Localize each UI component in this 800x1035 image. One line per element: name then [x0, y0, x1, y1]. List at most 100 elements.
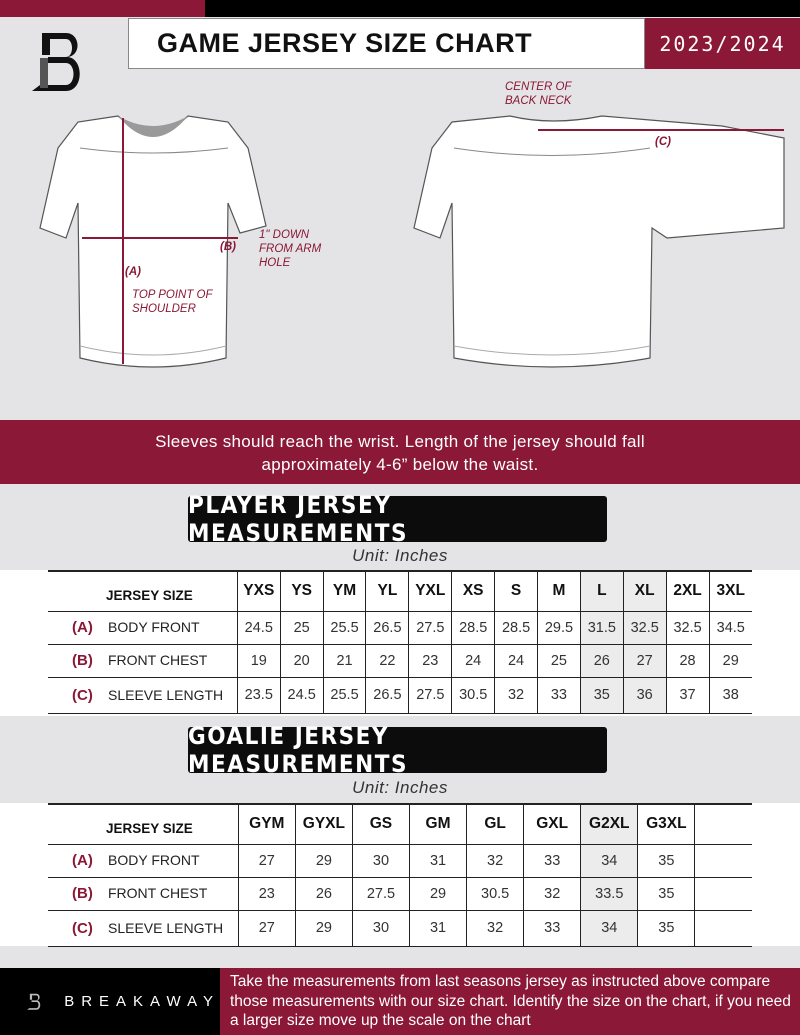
banner-line-1: Sleeves should reach the wrist. Length o…	[155, 432, 645, 451]
measurement-letter: (C)	[72, 919, 93, 937]
measurement-value: 32.5	[622, 611, 667, 644]
size-header-cell: M	[537, 571, 581, 611]
size-header-cell: G2XL	[580, 804, 638, 844]
size-header-cell: XL	[622, 571, 667, 611]
measurement-value: 27	[237, 910, 296, 946]
measurement-value: 32	[466, 910, 524, 946]
size-header-cell: L	[579, 571, 624, 611]
label-b: (B)	[220, 241, 236, 253]
measurement-value: 26	[579, 644, 624, 677]
measurement-label: (B) FRONT CHEST	[48, 644, 237, 677]
measurement-value: 32	[494, 677, 538, 713]
measurement-value: 27.5	[408, 611, 452, 644]
measurement-value: 34	[580, 910, 638, 946]
center-back-neck-note: CENTER OF BACK NECK	[505, 81, 572, 107]
size-header-cell: 2XL	[665, 571, 709, 611]
measurement-value: 28.5	[451, 611, 495, 644]
measurement-letter: (C)	[72, 686, 93, 704]
measurement-value: 27	[237, 844, 296, 877]
page-title: GAME JERSEY SIZE CHART	[128, 18, 645, 69]
measurement-name: SLEEVE LENGTH	[108, 919, 224, 936]
measurement-value: 23	[237, 877, 296, 910]
measurement-value: 34.5	[708, 611, 752, 644]
measurement-value: 27.5	[408, 677, 452, 713]
size-header-cell: S	[494, 571, 538, 611]
measurement-value: 19	[236, 644, 281, 677]
breakaway-logo	[32, 33, 80, 91]
measurement-value: 35	[637, 844, 695, 877]
measurement-value: 29	[294, 910, 353, 946]
size-header-cell: GYXL	[294, 804, 353, 844]
measurement-value: 26	[294, 877, 353, 910]
goalie-section-title: GOALIE JERSEY MEASUREMENTS	[188, 722, 607, 778]
measurement-label: (C) SLEEVE LENGTH	[48, 910, 238, 946]
measurement-label: (A) BODY FRONT	[48, 844, 238, 877]
measurement-value: 35	[579, 677, 624, 713]
measurement-value: 29	[294, 844, 353, 877]
measurement-value: 31	[408, 910, 467, 946]
player-section-title: PLAYER JERSEY MEASUREMENTS	[188, 491, 607, 547]
label-c: (C)	[655, 136, 671, 148]
measurement-letter: (A)	[72, 852, 93, 869]
measurement-label: (C) SLEEVE LENGTH	[48, 677, 237, 713]
measurement-value	[694, 844, 752, 877]
jersey-front-diagram	[39, 115, 267, 368]
measurement-name: FRONT CHEST	[108, 652, 208, 668]
measurement-value: 26.5	[365, 677, 409, 713]
measurement-value: 23	[408, 644, 452, 677]
jersey-size-header: JERSEY SIZE	[106, 587, 193, 603]
measurement-letter: (A)	[72, 619, 93, 636]
player-size-table: JERSEY SIZE YXS YS YM YL YXL XS S M L XL 2XL 3XL (A) B…	[48, 570, 752, 714]
breakaway-logo-small	[27, 993, 41, 1010]
measurement-name: FRONT CHEST	[108, 885, 208, 901]
size-header-cell: YM	[322, 571, 366, 611]
measurement-value: 33	[523, 844, 581, 877]
top-bar-accent	[0, 0, 205, 17]
table-row: (C) SLEEVE LENGTH 23.5 24.5 25.5 26.5 27.5 30.5…	[48, 677, 752, 713]
measurement-value: 31	[408, 844, 467, 877]
measurement-value: 33	[537, 677, 581, 713]
season-label: 2023/2024	[645, 18, 800, 69]
measurement-value: 30	[351, 844, 410, 877]
measurement-value: 33.5	[580, 877, 638, 910]
header-row: JERSEY SIZE YXS YS YM YL YXL XS S M L XL 2XL 3XL	[48, 571, 752, 611]
measurement-value: 29	[708, 644, 752, 677]
size-header-cell: GM	[408, 804, 467, 844]
label-a: (A)	[125, 266, 141, 278]
measurement-value: 37	[665, 677, 709, 713]
measurement-value: 30.5	[466, 877, 524, 910]
footer-instructions: Take the measurements from last seasons …	[220, 968, 800, 1035]
goalie-unit: Unit: Inches	[352, 778, 448, 797]
measurement-letter: (B)	[72, 885, 93, 902]
measurement-value: 29	[408, 877, 467, 910]
header-row: JERSEY SIZE GYM GYXL GS GM GL GXL G2XL G3XL	[48, 804, 752, 844]
measurement-value: 30	[351, 910, 410, 946]
measurement-value: 27.5	[351, 877, 410, 910]
goalie-size-table: JERSEY SIZE GYM GYXL GS GM GL GXL G2XL G3XL (A) BO…	[48, 803, 752, 947]
size-header-cell: 3XL	[708, 571, 752, 611]
jersey-size-header: JERSEY SIZE	[106, 820, 193, 836]
size-header-cell: GYM	[237, 804, 296, 844]
measurement-value: 36	[622, 677, 667, 713]
measurement-value: 32	[466, 844, 524, 877]
measurement-name: BODY FRONT	[108, 619, 200, 635]
measurement-value	[694, 877, 752, 910]
measurement-value: 24	[494, 644, 538, 677]
measurement-value: 24.5	[279, 677, 324, 713]
arm-hole-note: 1" DOWN FROM ARM HOLE	[259, 229, 322, 269]
measurement-letter: (B)	[72, 652, 93, 669]
measurement-name: BODY FRONT	[108, 852, 200, 868]
measurement-value: 26.5	[365, 611, 409, 644]
measurement-value: 24.5	[236, 611, 281, 644]
size-header-cell: YXS	[236, 571, 281, 611]
measurement-value: 24	[451, 644, 495, 677]
measurement-value: 23.5	[236, 677, 281, 713]
measurement-label: (A) BODY FRONT	[48, 611, 237, 644]
size-header-cell: G3XL	[637, 804, 695, 844]
table-row: (C) SLEEVE LENGTH 27 29 30 31 32 33 34 35	[48, 910, 752, 946]
size-header-cell: GL	[466, 804, 524, 844]
fit-instructions-banner: Sleeves should reach the wrist. Length o…	[0, 420, 800, 484]
table-row: (A) BODY FRONT 27 29 30 31 32 33 34 35	[48, 844, 752, 877]
measurement-value: 28.5	[494, 611, 538, 644]
measurement-value: 33	[523, 910, 581, 946]
